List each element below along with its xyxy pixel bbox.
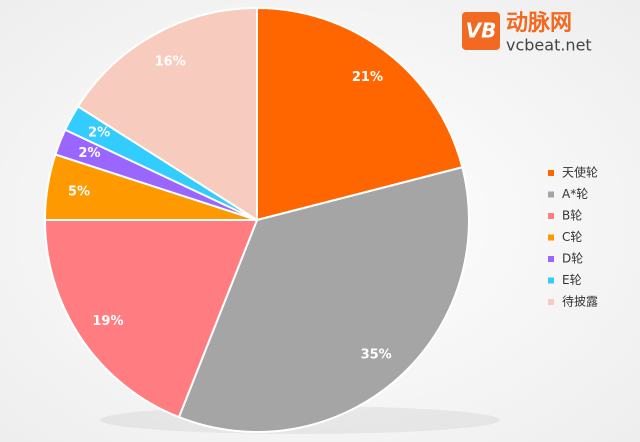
pie-slice — [177, 166, 470, 433]
pie-slice — [43, 219, 259, 419]
legend-swatch — [548, 234, 554, 241]
data-label: 5% — [68, 184, 90, 199]
logo-site: vcbeat.net — [506, 36, 592, 55]
legend-label: A*轮 — [562, 187, 588, 201]
data-label: 21% — [352, 70, 383, 85]
data-label: 19% — [92, 314, 123, 329]
legend-swatch — [548, 299, 554, 305]
pie: 21% 35% 19% 5% 2% 2% 16% — [43, 6, 470, 433]
data-label: 16% — [155, 55, 186, 70]
data-label: 2% — [78, 146, 100, 161]
legend-swatch — [548, 191, 554, 198]
legend-swatch — [548, 170, 554, 176]
legend-label: C轮 — [562, 230, 582, 244]
legend-label: E轮 — [562, 273, 582, 287]
legend-label: D轮 — [562, 252, 583, 266]
pie-slice — [256, 6, 464, 222]
logo: VB 动脉网 vcbeat.net — [462, 11, 592, 55]
data-label: 2% — [88, 126, 110, 141]
legend-swatch — [548, 277, 554, 284]
legend-label: 待披露 — [562, 295, 598, 309]
logo-badge — [462, 12, 500, 50]
legend-swatch — [548, 213, 554, 219]
pie-slice — [76, 6, 258, 222]
logo-name: 动脉网 — [506, 11, 572, 36]
logo-mark: VB — [466, 19, 497, 43]
legend-label: B轮 — [562, 209, 582, 223]
legend-label: 天使轮 — [562, 165, 598, 180]
data-label: 35% — [361, 348, 392, 363]
legend-swatch — [548, 256, 554, 262]
